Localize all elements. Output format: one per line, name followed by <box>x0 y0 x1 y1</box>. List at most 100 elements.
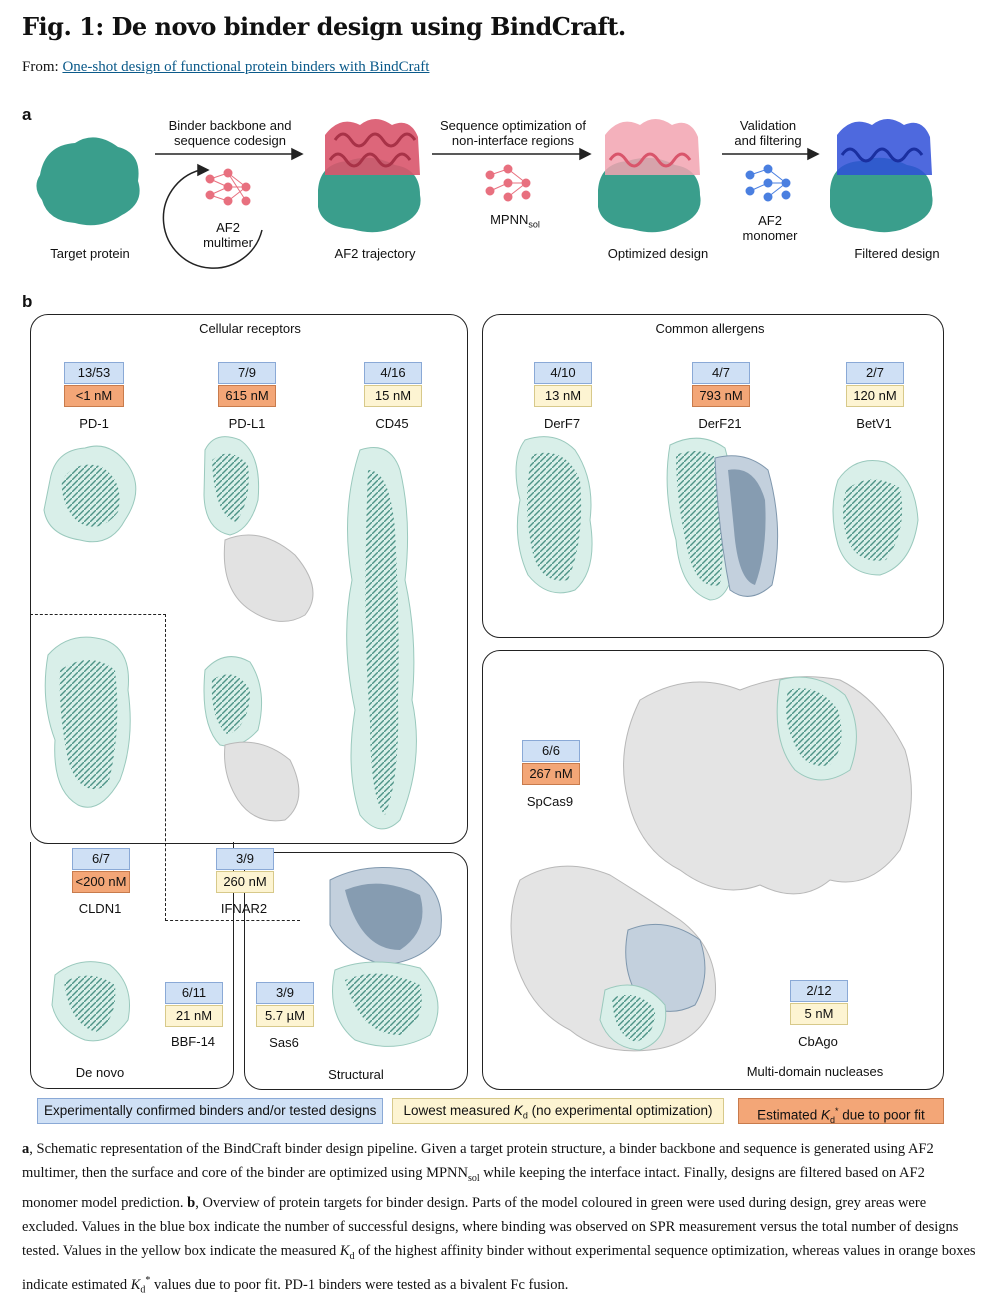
betv1-name: BetV1 <box>856 416 892 431</box>
spcas9-structure <box>623 676 912 895</box>
af2-monomer-line2: monomer <box>742 228 798 243</box>
pd1-name: PD-1 <box>79 416 109 431</box>
cd45-name: CD45 <box>375 416 409 431</box>
cd45-kd-box: 15 nM <box>364 385 422 407</box>
cd45-ratio-box: 4/16 <box>364 362 422 384</box>
legend-yellow: Lowest measured Kd (no experimental opti… <box>392 1098 724 1124</box>
cellular-receptors-frame <box>30 314 468 844</box>
cbago-structure <box>510 865 717 1052</box>
mpnn-label: MPNNsol <box>475 212 555 233</box>
af2-monomer-network-icon <box>745 164 791 202</box>
bbf14-name: BBF-14 <box>170 1034 216 1049</box>
cbago-name: CbAgo <box>798 1034 838 1049</box>
pipeline-arrow-3 <box>722 147 820 161</box>
af2-trajectory-label: AF2 trajectory <box>334 246 416 261</box>
mpnn-network-icon <box>485 164 531 202</box>
cldn1-ratio-box: 6/7 <box>72 848 130 870</box>
sas6-structure <box>329 867 442 1047</box>
pipeline-arrow-1 <box>155 147 304 161</box>
caption-b-sub2: d <box>140 1284 146 1296</box>
legend-yellow-k: K <box>513 1103 523 1118</box>
pipeline-arrow-2 <box>432 147 592 161</box>
stage1-line1: Binder backbone and <box>168 118 292 133</box>
caption-b-label: b <box>187 1194 196 1211</box>
spcas9-name: SpCas9 <box>526 794 574 809</box>
stage3-line1: Validation <box>739 118 797 133</box>
af2-multimer-label: AF2 multimer <box>198 220 258 250</box>
ifnar2-kd-box: 260 nM <box>216 871 274 893</box>
cycle-arrow-icon <box>162 163 263 269</box>
ifnar2-ratio-box: 3/9 <box>216 848 274 870</box>
claudin-dashed-bottom <box>165 920 300 937</box>
legend-orange-pre: Estimated <box>757 1107 821 1123</box>
cldn1-name: CLDN1 <box>78 901 122 916</box>
stage3-label: Validation and filtering <box>718 118 818 148</box>
common-allergens-title: Common allergens <box>655 321 765 336</box>
af2-multimer-network-icon <box>205 168 251 206</box>
pdl1-ratio-box: 7/9 <box>218 362 276 384</box>
common-allergens-frame <box>482 314 944 638</box>
caption-b-k1: K <box>339 1242 350 1259</box>
stage1-line2: sequence codesign <box>173 133 287 148</box>
derf7-structure <box>515 436 593 594</box>
legend-orange-k: K <box>820 1107 830 1123</box>
pdl1-structure <box>203 436 314 622</box>
cbago-ratio-box: 2/12 <box>790 980 848 1002</box>
betv1-structure <box>832 460 919 576</box>
sas6-name: Sas6 <box>269 1035 299 1050</box>
caption-b-sup2: * <box>145 1274 151 1286</box>
derf21-ratio-box: 4/7 <box>692 362 750 384</box>
filtered-design-shape <box>830 119 933 233</box>
cd45-structure <box>346 447 417 830</box>
cldn1-structure <box>44 636 131 808</box>
cellular-receptors-title: Cellular receptors <box>199 321 301 336</box>
legend-yellow-sub: d <box>522 1110 528 1121</box>
figure-source: From: One-shot design of functional prot… <box>22 59 429 76</box>
spcas9-kd-box: 267 nM <box>522 763 580 785</box>
derf7-kd-box: 13 nM <box>534 385 592 407</box>
legend-yellow-post: (no experimental optimization) <box>527 1103 713 1118</box>
filtered-design-label: Filtered design <box>854 246 940 261</box>
stage2-line2: non-interface regions <box>451 133 575 148</box>
figure-title: Fig. 1: De novo binder design using Bind… <box>22 12 626 41</box>
de-novo-frame <box>30 842 234 1089</box>
caption-a-sub: sol <box>467 1172 480 1184</box>
legend-orange-post: due to poor fit <box>838 1107 925 1123</box>
mpnn-text: MPNN <box>490 212 529 227</box>
pd1-structure <box>43 445 137 543</box>
mpnn-subscript: sol <box>528 219 540 230</box>
structural-title: Structural <box>328 1067 384 1082</box>
legend-blue: Experimentally confirmed binders and/or … <box>37 1098 384 1124</box>
af2-monomer-line1: AF2 <box>758 213 782 228</box>
optimized-design-label: Optimized design <box>607 246 709 261</box>
source-prefix: From: <box>22 59 63 75</box>
legend-orange-sup: * <box>834 1106 839 1116</box>
caption-b-sub1: d <box>349 1250 355 1262</box>
sas6-kd-box: 5.7 µM <box>256 1005 314 1027</box>
stage2-label: Sequence optimization of non-interface r… <box>428 118 598 148</box>
cbago-kd-box: 5 nM <box>790 1003 848 1025</box>
stage3-line2: and filtering <box>734 133 802 148</box>
sas6-ratio-box: 3/9 <box>256 982 314 1004</box>
pd1-ratio-box: 13/53 <box>64 362 124 384</box>
caption-a-text1: , Schematic representation of the BindCr… <box>22 1141 934 1181</box>
pdl1-name: PD-L1 <box>228 416 266 431</box>
derf21-name: DerF21 <box>698 416 742 431</box>
legend-yellow-pre: Lowest measured <box>403 1103 514 1118</box>
caption-b-text1: , Overview of protein targets for binder… <box>22 1194 959 1259</box>
pd1-kd-box: <1 nM <box>64 385 124 407</box>
target-protein-shape <box>36 137 140 226</box>
legend-orange: Estimated Kd* due to poor fit <box>738 1098 944 1125</box>
ifnar2-structure <box>203 656 300 822</box>
af2-multimer-line2: multimer <box>203 235 253 250</box>
cldn1-kd-box: <200 nM <box>72 871 130 893</box>
betv1-ratio-box: 2/7 <box>846 362 904 384</box>
structural-frame <box>244 852 468 1090</box>
figure-caption: a, Schematic representation of the BindC… <box>22 1137 982 1303</box>
spcas9-ratio-box: 6/6 <box>522 740 580 762</box>
multi-domain-title: Multi-domain nucleases <box>746 1064 884 1079</box>
claudin-dashed-outline <box>30 614 166 921</box>
source-link[interactable]: One-shot design of functional protein bi… <box>62 59 430 75</box>
caption-a-label: a <box>22 1141 30 1157</box>
